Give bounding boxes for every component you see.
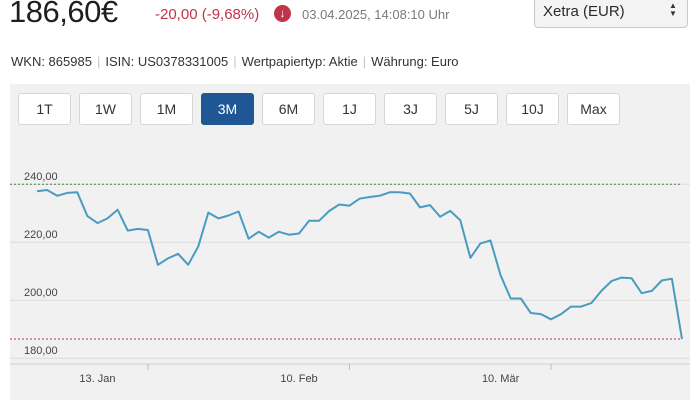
range-tab-5j[interactable]: 5J	[445, 93, 498, 125]
info-separator: |	[362, 54, 367, 69]
security-type-label: Wertpapiertyp: Aktie	[241, 54, 358, 69]
range-tab-1t[interactable]: 1T	[18, 93, 71, 125]
current-price: 186,60€	[9, 0, 118, 29]
range-tab-1m[interactable]: 1M	[140, 93, 193, 125]
price-chart: 180,00 200,00 220,00 240,00 13. Jan 10. Feb 10…	[10, 171, 690, 385]
range-tab-3m[interactable]: 3M	[201, 93, 254, 125]
price-change: -20,00 (-9,68%)	[155, 6, 260, 23]
quote-timestamp: 03.04.2025, 14:08:10 Uhr	[302, 7, 450, 22]
range-tab-1j[interactable]: 1J	[323, 93, 376, 125]
arrow-down-icon: ↓	[274, 5, 291, 22]
price-series-line	[36, 189, 683, 340]
chart-panel: 1T 1W 1M 3M 6M 1J 3J 5J 10J Max 180,00 200,00 220,0…	[10, 84, 690, 400]
info-separator: |	[96, 54, 101, 69]
info-separator: |	[233, 54, 237, 69]
range-tab-1w[interactable]: 1W	[79, 93, 132, 125]
y-tick-label: 240,00	[24, 171, 58, 183]
x-tick-label: 10. Mär	[482, 373, 520, 385]
wkn-label: WKN: 865985	[11, 54, 92, 69]
exchange-select-value: Xetra (EUR)	[543, 3, 625, 20]
x-tick-label: 13. Jan	[79, 373, 115, 385]
y-tick-label: 220,00	[24, 229, 58, 241]
security-info-bar: WKN: 865985 | ISIN: US0378331005 | Wertpapie…	[11, 54, 459, 69]
x-tick-label: 10. Feb	[280, 373, 317, 385]
range-tab-max[interactable]: Max	[567, 93, 620, 125]
range-tab-10j[interactable]: 10J	[506, 93, 559, 125]
y-tick-label: 200,00	[24, 287, 58, 299]
select-arrows-icon: ▲ ▼	[669, 1, 677, 18]
y-tick-label: 180,00	[24, 345, 58, 357]
exchange-select[interactable]: Xetra (EUR) ▲ ▼	[534, 0, 688, 28]
currency-label: Währung: Euro	[371, 54, 459, 69]
isin-label: ISIN: US0378331005	[105, 54, 229, 69]
range-tab-3j[interactable]: 3J	[384, 93, 437, 125]
range-tab-6m[interactable]: 6M	[262, 93, 315, 125]
